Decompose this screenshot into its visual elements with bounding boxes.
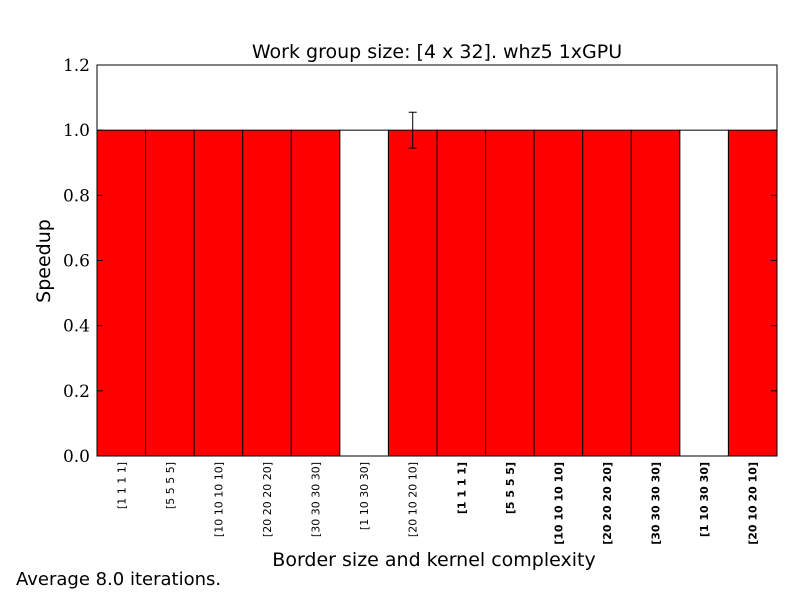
bar-0	[96, 129, 147, 457]
x-axis-ticks: [1 1 1 1] [5 5 5 5] [10 10 10 10] [20 20 20…	[115, 462, 759, 545]
error-bars-group	[408, 111, 417, 149]
y-tick-label: 1.0	[63, 121, 90, 141]
x-tick-label: [10 10 10 10]	[552, 462, 565, 545]
x-tick-label: [1 10 30 30]	[698, 462, 711, 537]
x-tick-label: [30 30 30 30]	[650, 462, 663, 545]
x-tick-label: [1 1 1 1]	[115, 462, 128, 509]
y-axis-ticks: 0.0 0.2 0.4 0.6 0.8 1.0 1.2	[63, 56, 777, 467]
bar-12	[679, 129, 729, 457]
x-tick-label: [20 20 20 20]	[261, 462, 274, 537]
bar-4	[290, 129, 341, 457]
bar-7	[436, 129, 487, 457]
x-tick-label: [20 10 20 10]	[407, 462, 420, 537]
bar-11	[630, 129, 681, 457]
y-tick-label: 1.2	[63, 56, 90, 76]
bar-3	[242, 129, 292, 457]
bar-13	[727, 129, 778, 457]
bars-group	[96, 129, 778, 457]
y-tick-label: 0.6	[63, 252, 90, 272]
x-tick-label: [20 10 20 10]	[747, 462, 760, 545]
bar-2	[193, 129, 244, 457]
x-tick-label: [30 30 30 30]	[310, 462, 323, 537]
x-tick-label: [5 5 5 5]	[504, 462, 517, 514]
x-tick-label: [5 5 5 5]	[164, 462, 177, 509]
error-bar-0	[408, 111, 417, 149]
footnote: Average 8.0 iterations.	[16, 569, 222, 590]
x-tick-label: [1 10 30 30]	[358, 462, 371, 530]
bar-6	[387, 129, 438, 457]
y-tick-label: 0.4	[63, 317, 90, 337]
y-axis-label: Speedup	[33, 219, 55, 303]
chart-title: Work group size: [4 x 32]. whz5 1xGPU	[252, 41, 622, 63]
y-tick-label: 0.8	[63, 186, 90, 206]
x-tick-label: [10 10 10 10]	[212, 462, 225, 537]
y-tick-label: 0.2	[63, 382, 90, 402]
bar-9	[533, 129, 584, 457]
y-tick-label: 0.0	[63, 447, 90, 467]
bar-10	[582, 129, 632, 457]
bar-1	[145, 129, 195, 457]
x-tick-label: [20 20 20 20]	[601, 462, 614, 545]
x-tick-label: [1 1 1 1]	[455, 462, 468, 514]
bar-8	[485, 129, 535, 457]
x-axis-label: Border size and kernel complexity	[272, 549, 595, 571]
bar-5	[339, 129, 389, 457]
